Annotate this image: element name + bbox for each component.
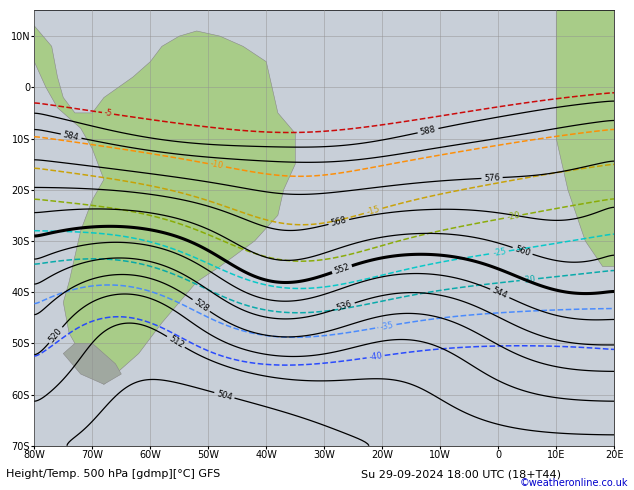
Text: 536: 536 — [335, 299, 354, 313]
Text: 504: 504 — [216, 389, 233, 402]
Text: 584: 584 — [63, 130, 80, 142]
Text: Height/Temp. 500 hPa [gdmp][°C] GFS: Height/Temp. 500 hPa [gdmp][°C] GFS — [6, 469, 221, 479]
Text: ©weatheronline.co.uk: ©weatheronline.co.uk — [519, 478, 628, 488]
Text: -5: -5 — [103, 108, 113, 119]
Text: 588: 588 — [419, 124, 437, 137]
Text: -10: -10 — [209, 160, 224, 171]
Text: 560: 560 — [514, 244, 531, 258]
Text: 576: 576 — [484, 173, 500, 183]
Text: -40: -40 — [368, 351, 383, 362]
Text: -15: -15 — [366, 204, 382, 217]
Text: 512: 512 — [167, 334, 185, 350]
Text: -30: -30 — [522, 274, 536, 285]
Text: Su 29-09-2024 18:00 UTC (18+T44): Su 29-09-2024 18:00 UTC (18+T44) — [361, 469, 561, 479]
Text: 520: 520 — [47, 326, 64, 344]
Polygon shape — [63, 343, 121, 384]
Text: -35: -35 — [380, 320, 395, 332]
Text: 528: 528 — [192, 297, 210, 314]
Polygon shape — [556, 10, 614, 267]
Text: 544: 544 — [491, 286, 509, 301]
Text: -25: -25 — [493, 247, 507, 258]
Text: 552: 552 — [333, 262, 351, 276]
Text: 568: 568 — [330, 216, 347, 228]
Text: -20: -20 — [506, 211, 521, 222]
Polygon shape — [34, 26, 295, 384]
